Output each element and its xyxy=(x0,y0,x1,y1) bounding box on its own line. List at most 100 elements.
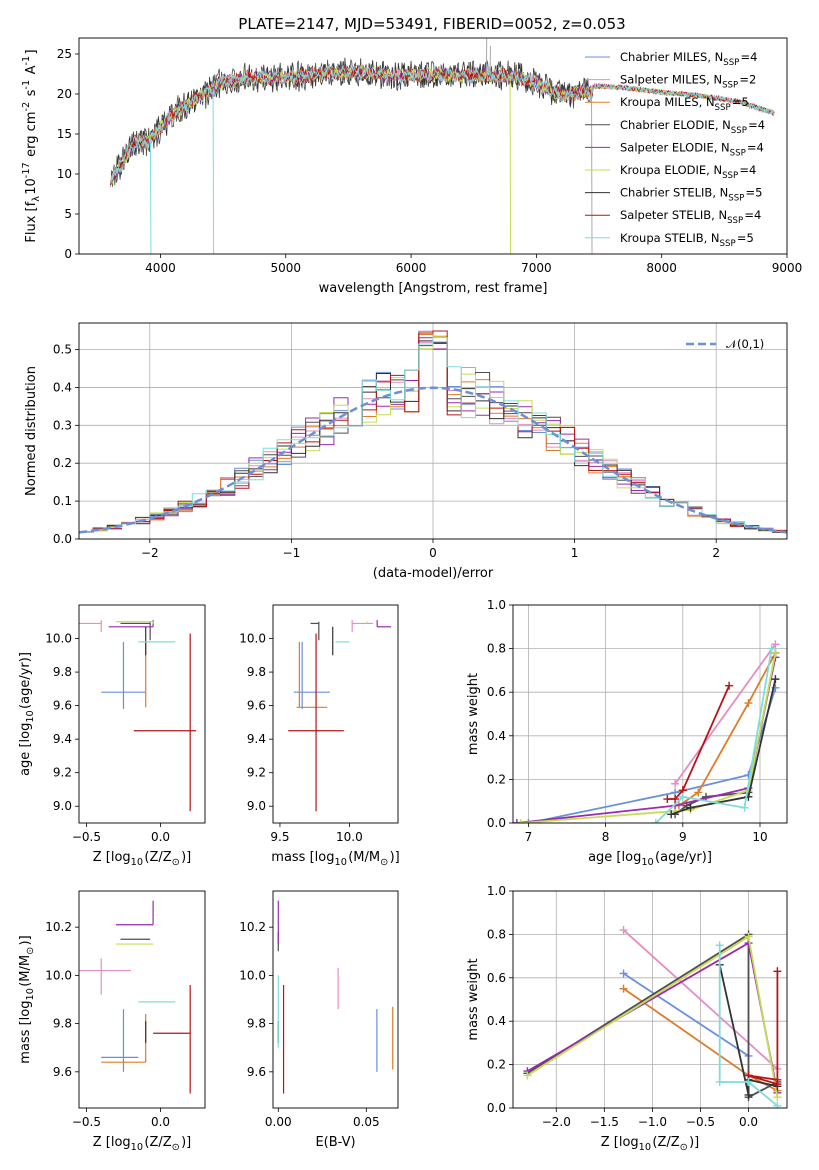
series-marker xyxy=(686,803,695,812)
x-tick-label: 4000 xyxy=(145,261,176,275)
series-marker xyxy=(678,792,687,801)
y-axis-label: mass weight xyxy=(466,673,481,755)
series-marker xyxy=(744,1077,753,1086)
spectrum-spike xyxy=(212,88,215,254)
plot-area xyxy=(277,900,394,1094)
ebv-mass-panel: 0.00 0.05 9.6 9.8 10.0 10.2 E(B-V) xyxy=(239,890,399,1150)
figure-title: PLATE=2147, MJD=53491, FIBERID=0052, z=0… xyxy=(238,15,625,33)
legend-entry: Chabrier ELODIE, NSSP =4 xyxy=(620,118,765,136)
x-tick-label: 6000 xyxy=(396,261,427,275)
series-marker xyxy=(744,699,753,708)
plot-area xyxy=(79,900,191,1094)
y-tick-label: 9.4 xyxy=(247,732,266,746)
residual-histogram-panel: −2 −1 0 1 2 0.0 0.1 0.2 0.3 0.4 0.5 (data-model)/er… xyxy=(24,322,788,581)
x-axis-label: mass [log10 (M/M⊙ )] xyxy=(271,850,399,868)
y-tick-label: 0.5 xyxy=(53,343,72,357)
x-tick-label: −0.5 xyxy=(72,1115,101,1129)
legend-entry: Kroupa STELIB, NSSP =5 xyxy=(620,231,754,249)
series-marker xyxy=(619,926,628,935)
errorbar-point-3 xyxy=(120,621,151,641)
y-tick-label: 20 xyxy=(57,87,72,101)
y-tick-label: 10.2 xyxy=(45,920,72,934)
series-line-3 xyxy=(526,932,778,1099)
y-tick-label: 9.2 xyxy=(247,766,266,780)
series-marker xyxy=(715,941,724,950)
x-tick-label: 7 xyxy=(525,830,533,844)
series-marker xyxy=(694,788,703,797)
series-marker xyxy=(513,819,521,823)
y-axis-label: Normed distribution xyxy=(24,366,39,496)
y-tick-label: 0.2 xyxy=(487,772,506,786)
series-marker xyxy=(773,1093,782,1102)
series-marker xyxy=(773,967,782,976)
x-tick-label: 10 xyxy=(752,830,767,844)
legend: Chabrier MILES, NSSP =4 Salpeter MILES, N… xyxy=(585,50,765,249)
axes-frame xyxy=(78,322,788,540)
series-line-0 xyxy=(623,972,749,1057)
y-tick-label: 0.2 xyxy=(487,1058,506,1072)
x-tick-label: −1.0 xyxy=(638,1115,667,1129)
legend-entry: Chabrier STELIB, NSSP =5 xyxy=(620,186,762,204)
x-tick-label: 8 xyxy=(602,830,610,844)
y-tick-label: 5 xyxy=(64,207,72,221)
series-marker xyxy=(773,1101,782,1108)
y-tick-label: 9.4 xyxy=(53,732,72,746)
y-tick-label: 9.0 xyxy=(53,799,72,813)
y-axis-label: Flux [fλ 10-17 erg cm-2 s-1 A-1 ] xyxy=(21,49,42,242)
x-axis-label: (data-model)/error xyxy=(373,566,494,581)
errorbar-point-0 xyxy=(101,1009,139,1072)
mass-age-panel: 9.5 10.0 9.0 9.2 9.4 9.6 9.8 10.0 mass [log10 (M… xyxy=(239,604,400,868)
series-marker xyxy=(773,1075,782,1084)
series-marker xyxy=(725,681,734,690)
errorbar-point-2 xyxy=(296,641,328,708)
y-tick-label: 9.2 xyxy=(53,766,72,780)
y-tick-label: 10.0 xyxy=(45,632,72,646)
errorbar-point-4 xyxy=(116,900,154,926)
x-tick-label: −1 xyxy=(283,546,301,560)
x-tick-label: 0.05 xyxy=(353,1115,380,1129)
z-mass-panel: −0.5 0.0 9.6 9.8 10.0 10.2 Z [log10 (Z/Z⊙ )] ma… xyxy=(18,890,206,1153)
y-tick-label: 0.6 xyxy=(487,971,506,985)
y-tick-label: 0 xyxy=(64,247,72,261)
series-line-1 xyxy=(674,643,777,785)
series-marker xyxy=(740,803,749,812)
y-tick-label: 0.8 xyxy=(487,927,506,941)
series-marker xyxy=(771,675,780,684)
y-tick-label: 0.6 xyxy=(487,685,506,699)
y-tick-label: 25 xyxy=(57,47,72,61)
spectrum-line-6 xyxy=(109,57,592,186)
y-axis-label: mass weight xyxy=(466,958,481,1040)
x-tick-label: 9.5 xyxy=(270,830,289,844)
x-tick-label: 2 xyxy=(712,546,720,560)
y-tick-label: 9.6 xyxy=(247,1065,266,1079)
spectrum-line-8 xyxy=(110,64,775,184)
legend-entry: Kroupa ELODIE, NSSP =4 xyxy=(620,163,756,181)
y-tick-label: 9.8 xyxy=(53,665,72,679)
x-tick-label: 9000 xyxy=(772,261,803,275)
x-tick-label: 0.0 xyxy=(151,830,170,844)
errorbar-point-7 xyxy=(153,985,191,1094)
errorbar-point-7 xyxy=(133,633,197,812)
series-marker xyxy=(744,1090,753,1099)
x-axis-label: Z [log10 (Z/Z⊙ )] xyxy=(93,850,192,868)
mass-weight-age-panel: 7 8 9 10 0.0 0.2 0.4 0.6 0.8 1.0 age [log10 (age/y… xyxy=(466,598,788,868)
x-tick-label: 0 xyxy=(429,546,437,560)
y-tick-label: 9.0 xyxy=(247,799,266,813)
x-axis-label: age [log10 (age/yr)] xyxy=(588,850,712,868)
errorbar-point-5 xyxy=(116,621,154,624)
plot-area xyxy=(513,640,780,823)
legend-entry: Salpeter MILES, NSSP =2 xyxy=(620,73,756,91)
y-tick-label: 9.8 xyxy=(247,1017,266,1031)
y-tick-label: 9.8 xyxy=(247,665,266,679)
series-marker xyxy=(619,984,628,993)
legend-entry: Chabrier MILES, NSSP =4 xyxy=(620,50,757,68)
y-tick-label: 0.3 xyxy=(53,418,72,432)
plot-area xyxy=(523,926,782,1108)
y-tick-label: 0.0 xyxy=(487,816,506,830)
axes-frame xyxy=(272,890,399,1109)
x-tick-label: 7000 xyxy=(521,261,552,275)
series-line-8 xyxy=(655,648,773,823)
x-axis-label: Z [log10 (Z/Z⊙ )] xyxy=(601,1135,700,1153)
series-line-5 xyxy=(520,652,777,823)
